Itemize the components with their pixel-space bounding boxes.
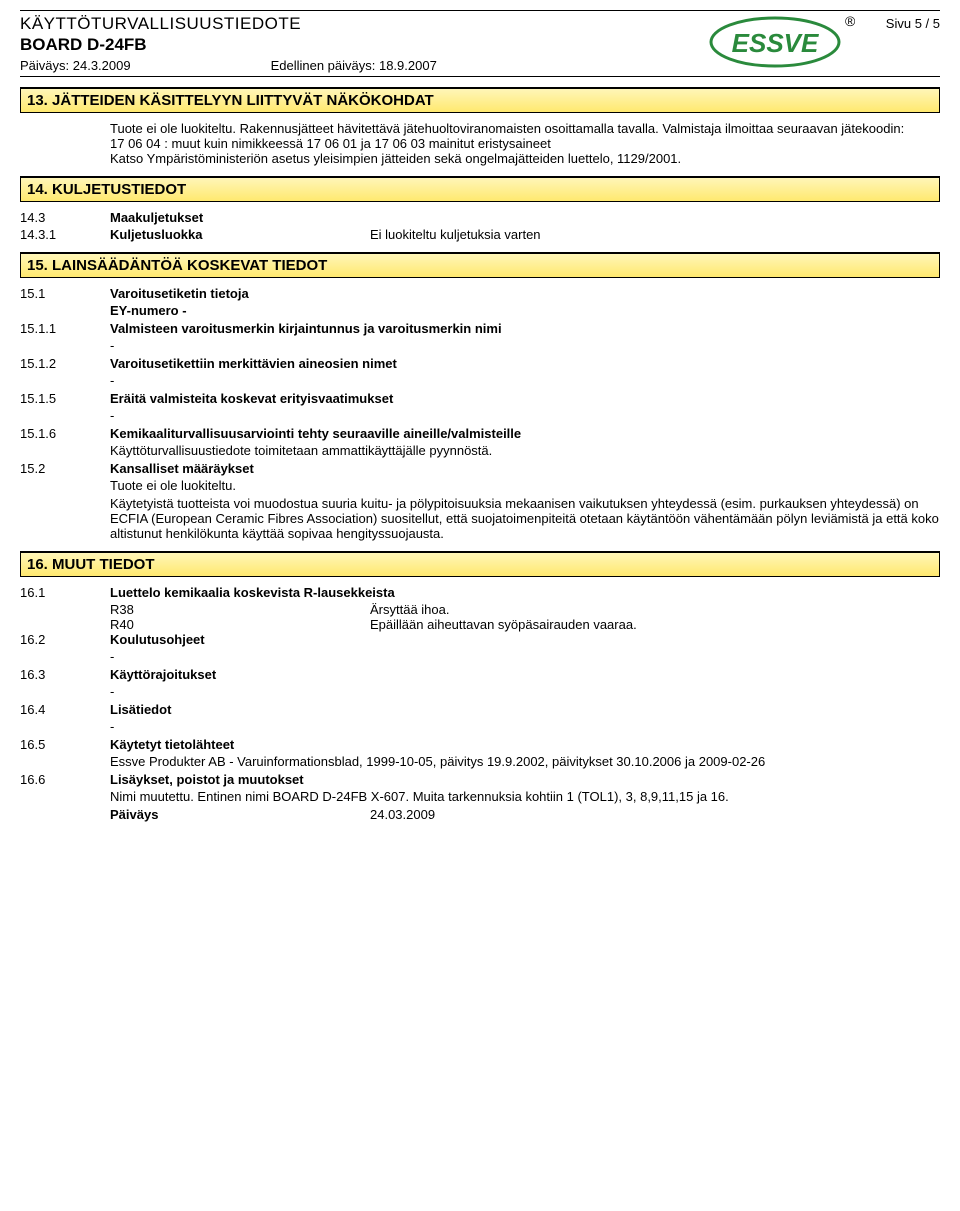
s15-r6-body2: Käytetyistä tuotteista voi muodostua suu… (110, 496, 940, 541)
r-phrase-code: R40 (110, 617, 370, 632)
svg-text:ESSVE: ESSVE (732, 28, 819, 58)
s15-r6-label: Kansalliset määräykset (110, 461, 940, 476)
s16-r5-label: Käytetyt tietolähteet (110, 737, 940, 752)
doc-title: KÄYTTÖTURVALLISUUSTIEDOTE (20, 14, 700, 34)
s14-r2-num: 14.3.1 (20, 227, 110, 242)
s14-row-2: 14.3.1 Kuljetusluokka Ei luokiteltu kulj… (20, 227, 940, 242)
section-15-header: 15. LAINSÄÄDÄNTÖÄ KOSKEVAT TIEDOT (20, 252, 940, 278)
header-dates: Päiväys: 24.3.2009 Edellinen päiväys: 18… (20, 58, 700, 73)
page-number: Sivu 5 / 5 (860, 14, 940, 31)
s16-row-6: 16.6 Lisäykset, poistot ja muutokset (20, 772, 940, 787)
s15-r3-num: 15.1.2 (20, 356, 110, 371)
header-left: KÄYTTÖTURVALLISUUSTIEDOTE BOARD D-24FB P… (20, 14, 700, 73)
footer-date: Päiväys 24.03.2009 (110, 807, 940, 822)
s16-r4-label: Lisätiedot (110, 702, 940, 717)
s16-r1-num: 16.1 (20, 585, 110, 600)
date-label: Päiväys: 24.3.2009 (20, 58, 131, 73)
s16-r6-body: Nimi muutettu. Entinen nimi BOARD D-24FB… (110, 789, 940, 804)
r-phrase-text: Ärsyttää ihoa. (370, 602, 450, 617)
s15-r1-label: Varoitusetiketin tietoja (110, 286, 940, 301)
s16-r4-num: 16.4 (20, 702, 110, 717)
s16-r4-dash: - (110, 719, 940, 734)
s16-r6-num: 16.6 (20, 772, 110, 787)
footer-date-value: 24.03.2009 (370, 807, 435, 822)
s15-r1-num: 15.1 (20, 286, 110, 301)
s13-body3: Katso Ympäristöministeriön asetus yleisi… (110, 151, 940, 166)
document-header: KÄYTTÖTURVALLISUUSTIEDOTE BOARD D-24FB P… (20, 10, 940, 77)
s15-row-3: 15.1.2 Varoitusetikettiin merkittävien a… (20, 356, 940, 371)
s14-row-1: 14.3 Maakuljetukset (20, 210, 940, 225)
s16-r5-body: Essve Produkter AB - Varuinformationsbla… (110, 754, 940, 769)
s16-row-2: 16.2 Koulutusohjeet (20, 632, 940, 647)
s15-r3-label: Varoitusetikettiin merkittävien aineosie… (110, 356, 940, 371)
essve-logo-icon: ESSVE ® (705, 14, 855, 69)
s16-r3-dash: - (110, 684, 940, 699)
s16-r3-num: 16.3 (20, 667, 110, 682)
logo: ESSVE ® (700, 14, 860, 69)
s16-row-3: 16.3 Käyttörajoitukset (20, 667, 940, 682)
s13-body1: Tuote ei ole luokiteltu. Rakennusjätteet… (110, 121, 940, 136)
s16-row-5: 16.5 Käytetyt tietolähteet (20, 737, 940, 752)
s15-r5-label: Kemikaaliturvallisuusarviointi tehty seu… (110, 426, 940, 441)
section-16-header: 16. MUUT TIEDOT (20, 551, 940, 577)
s16-r2-num: 16.2 (20, 632, 110, 647)
s13-body2: 17 06 04 : muut kuin nimikkeessä 17 06 0… (110, 136, 940, 151)
s14-r2-label: Kuljetusluokka (110, 227, 370, 242)
s15-r4-label: Eräitä valmisteita koskevat erityisvaati… (110, 391, 940, 406)
prev-date-label: Edellinen päiväys: 18.9.2007 (271, 58, 437, 73)
s16-r5-num: 16.5 (20, 737, 110, 752)
s15-r6-num: 15.2 (20, 461, 110, 476)
s15-r4-num: 15.1.5 (20, 391, 110, 406)
section-13-body: Tuote ei ole luokiteltu. Rakennusjätteet… (110, 121, 940, 166)
r-phrase-text: Epäillään aiheuttavan syöpäsairauden vaa… (370, 617, 637, 632)
section-13-header: 13. JÄTTEIDEN KÄSITTELYYN LIITTYVÄT NÄKÖ… (20, 87, 940, 113)
s16-row-4: 16.4 Lisätiedot (20, 702, 940, 717)
s16-r3-label: Käyttörajoitukset (110, 667, 940, 682)
r-phrase-row: R38 Ärsyttää ihoa. (110, 602, 940, 617)
s15-r5-body: Käyttöturvallisuustiedote toimitetaan am… (110, 443, 940, 458)
s16-r1-label: Luettelo kemikaalia koskevista R-lausekk… (110, 585, 940, 600)
s15-r6-body1: Tuote ei ole luokiteltu. (110, 478, 940, 493)
s15-r2-num: 15.1.1 (20, 321, 110, 336)
s15-row-5: 15.1.6 Kemikaaliturvallisuusarviointi te… (20, 426, 940, 441)
s16-row-1: 16.1 Luettelo kemikaalia koskevista R-la… (20, 585, 940, 600)
s15-row-1: 15.1 Varoitusetiketin tietoja (20, 286, 940, 301)
s15-r5-num: 15.1.6 (20, 426, 110, 441)
s14-r1-num: 14.3 (20, 210, 110, 225)
s14-r1-label: Maakuljetukset (110, 210, 940, 225)
s15-r3-dash: - (110, 373, 940, 388)
section-14-header: 14. KULJETUSTIEDOT (20, 176, 940, 202)
s14-r2-value: Ei luokiteltu kuljetuksia varten (370, 227, 541, 242)
r-phrase-code: R38 (110, 602, 370, 617)
s15-r2-dash: - (110, 338, 940, 353)
s15-row-4: 15.1.5 Eräitä valmisteita koskevat erity… (20, 391, 940, 406)
s16-r6-label: Lisäykset, poistot ja muutokset (110, 772, 940, 787)
s15-r1-sub: EY-numero - (110, 303, 940, 318)
s16-r2-label: Koulutusohjeet (110, 632, 940, 647)
s15-row-6: 15.2 Kansalliset määräykset (20, 461, 940, 476)
svg-text:®: ® (845, 14, 855, 29)
s15-row-2: 15.1.1 Valmisteen varoitusmerkin kirjain… (20, 321, 940, 336)
product-name: BOARD D-24FB (20, 35, 700, 55)
footer-date-label: Päiväys (110, 807, 370, 822)
s15-r2-label: Valmisteen varoitusmerkin kirjaintunnus … (110, 321, 940, 336)
s15-r4-dash: - (110, 408, 940, 423)
s16-r2-dash: - (110, 649, 940, 664)
r-phrase-row: R40 Epäillään aiheuttavan syöpäsairauden… (110, 617, 940, 632)
